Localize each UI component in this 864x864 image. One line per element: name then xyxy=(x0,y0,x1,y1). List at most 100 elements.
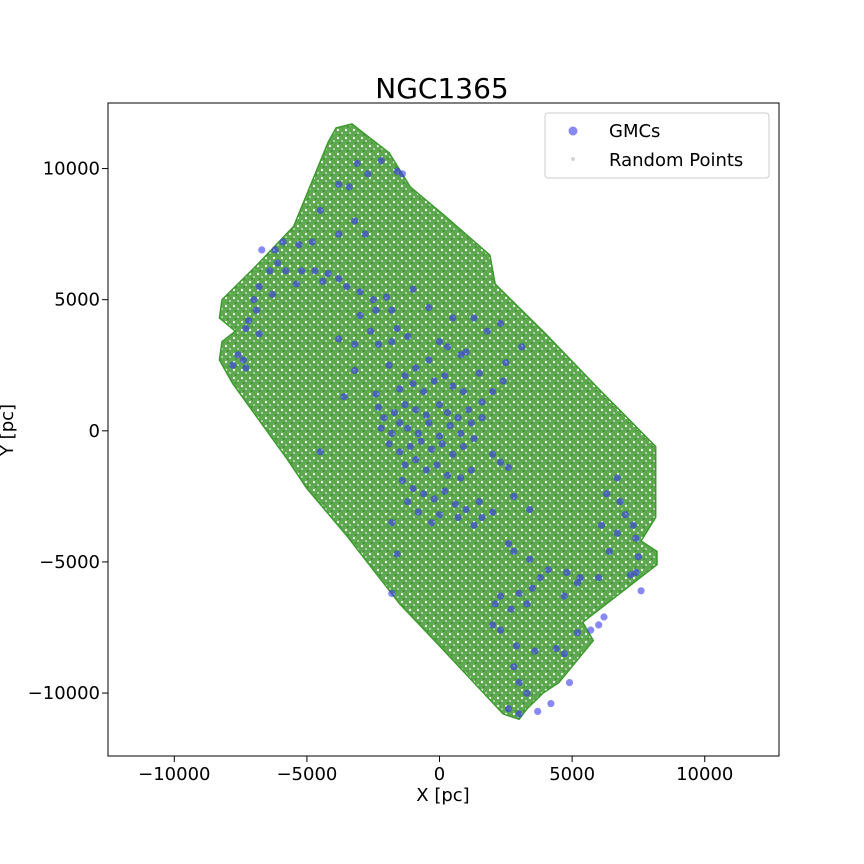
gmc-point xyxy=(449,314,457,322)
gmc-point xyxy=(372,306,380,314)
gmc-point xyxy=(496,458,505,466)
gmc-point xyxy=(510,663,518,671)
gmc-point xyxy=(420,387,428,396)
gmc-point xyxy=(536,574,544,582)
gmc-point xyxy=(374,403,383,411)
gmc-point xyxy=(255,330,263,338)
gmc-point xyxy=(489,508,497,516)
gmc-point xyxy=(518,343,526,351)
gmc-point xyxy=(435,432,444,440)
gmc-point xyxy=(504,463,513,472)
gmc-point xyxy=(412,364,420,372)
gmc-point xyxy=(335,275,343,283)
gmc-point xyxy=(587,626,595,634)
gmc-point xyxy=(435,338,444,346)
gmc-point xyxy=(433,461,441,469)
gmc-point xyxy=(454,513,462,522)
gmc-point xyxy=(388,429,396,437)
x-tick-label: 10000 xyxy=(676,764,733,785)
gmc-point xyxy=(489,450,497,458)
gmc-point xyxy=(369,296,377,304)
gmc-point xyxy=(565,679,574,687)
gmc-point xyxy=(499,377,507,385)
gmc-point xyxy=(512,642,521,650)
gmc-point xyxy=(515,589,523,598)
gmc-point xyxy=(457,351,465,359)
gmc-point xyxy=(430,377,438,385)
gmc-point xyxy=(266,267,274,275)
y-tick-label: 10000 xyxy=(43,159,100,180)
gmc-point xyxy=(388,338,396,346)
gmc-point xyxy=(351,217,359,225)
gmc-point xyxy=(295,241,303,249)
gmc-point xyxy=(404,424,412,432)
gmc-point xyxy=(470,521,478,529)
gmc-point xyxy=(637,587,645,595)
gmc-point xyxy=(250,296,258,304)
gmc-point xyxy=(245,317,253,325)
gmc-point xyxy=(382,293,391,301)
gmc-point xyxy=(374,340,383,348)
gmc-point xyxy=(528,584,536,592)
gmc-point xyxy=(425,356,433,364)
gmc-point xyxy=(335,230,343,238)
gmc-point xyxy=(438,440,446,448)
gmc-point xyxy=(393,550,401,558)
gmc-point xyxy=(398,170,406,178)
gmc-point xyxy=(467,419,475,427)
gmc-point xyxy=(523,600,531,608)
gmc-point xyxy=(398,477,406,485)
gmc-point xyxy=(388,519,396,527)
gmc-point xyxy=(449,450,457,458)
gmc-point xyxy=(409,285,417,293)
gmc-point xyxy=(515,679,523,687)
gmc-point xyxy=(242,364,250,372)
gmc-point xyxy=(356,311,364,319)
gmc-point xyxy=(573,629,582,637)
gmc-point xyxy=(351,340,359,348)
gmc-point xyxy=(343,283,351,291)
gmc-point xyxy=(531,647,539,655)
gmc-point xyxy=(478,414,486,422)
gmc-point xyxy=(616,498,624,506)
gmc-point xyxy=(239,356,247,364)
gmc-point xyxy=(457,474,465,482)
gmc-point xyxy=(459,442,467,451)
plot-area xyxy=(218,123,658,721)
gmc-point xyxy=(258,246,266,254)
gmc-point xyxy=(335,335,343,343)
gmc-point xyxy=(441,487,449,495)
gmc-point xyxy=(613,474,621,482)
gmc-point xyxy=(496,592,505,600)
gmc-point xyxy=(441,372,449,380)
gmc-point xyxy=(316,448,324,456)
y-axis-label: Y [pc] xyxy=(0,404,18,457)
gmc-point xyxy=(298,267,306,275)
gmc-point xyxy=(428,445,436,453)
gmc-point xyxy=(324,269,332,278)
chart-title: NGC1365 xyxy=(375,72,508,105)
gmc-point xyxy=(377,424,385,432)
gmc-point xyxy=(547,700,555,708)
gmc-point xyxy=(523,689,531,697)
gmc-point xyxy=(446,422,454,430)
gmc-point xyxy=(279,238,287,246)
gmc-point xyxy=(340,393,348,401)
gmc-point xyxy=(526,555,534,563)
gmc-point xyxy=(292,280,300,288)
gmc-point xyxy=(345,183,353,191)
legend-random-points-label: Random Points xyxy=(609,150,743,171)
gmc-point xyxy=(457,429,465,437)
gmc-point xyxy=(515,710,523,718)
gmc-point xyxy=(465,406,473,414)
gmc-point xyxy=(385,440,393,448)
gmc-point xyxy=(504,705,513,713)
gmc-point xyxy=(372,390,380,398)
gmc-point xyxy=(255,283,263,291)
y-tick-label: −5000 xyxy=(39,552,100,573)
gmc-point xyxy=(475,498,483,506)
gmc-point xyxy=(443,343,452,351)
legend: GMCs Random Points xyxy=(544,112,770,179)
legend-gmcs-marker xyxy=(568,126,578,136)
